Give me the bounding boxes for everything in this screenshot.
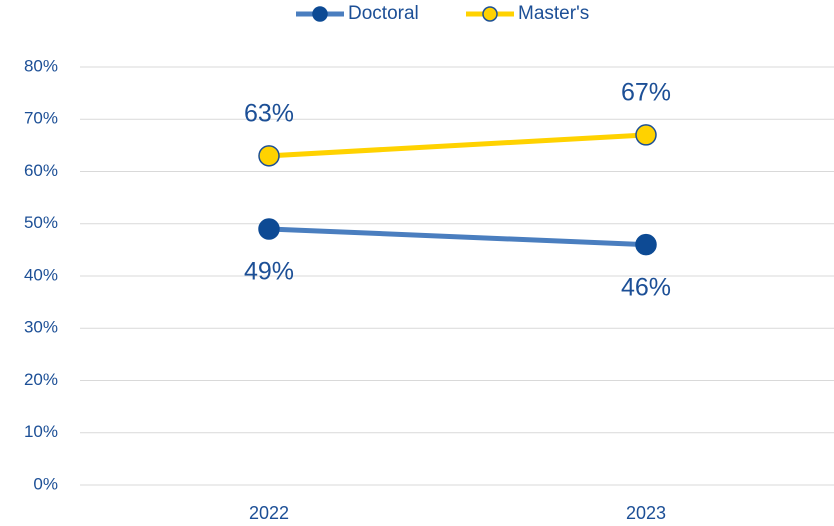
y-tick-label: 10% [24,422,58,441]
legend-marker [482,6,498,22]
y-tick-label: 20% [24,370,58,389]
data-point [635,124,657,146]
y-tick-label: 0% [33,474,58,493]
x-tick-label: 2023 [626,503,666,523]
legend-label: Doctoral [348,3,419,24]
data-label: 63% [244,99,294,127]
data-label: 67% [621,79,671,107]
y-tick-label: 50% [24,213,58,232]
data-point [258,218,280,240]
data-label: 46% [621,273,671,301]
legend-marker [312,6,328,22]
y-tick-label: 60% [24,161,58,180]
x-tick-label: 2022 [249,503,289,523]
y-tick-label: 80% [24,56,58,75]
data-point [635,233,657,256]
y-tick-label: 40% [24,265,58,284]
data-label: 49% [244,258,294,286]
legend-label: Master's [518,3,589,24]
series-line [268,226,647,248]
data-point [258,145,280,167]
series-line [268,132,647,159]
y-tick-label: 70% [24,109,58,128]
y-tick-label: 30% [24,318,58,337]
